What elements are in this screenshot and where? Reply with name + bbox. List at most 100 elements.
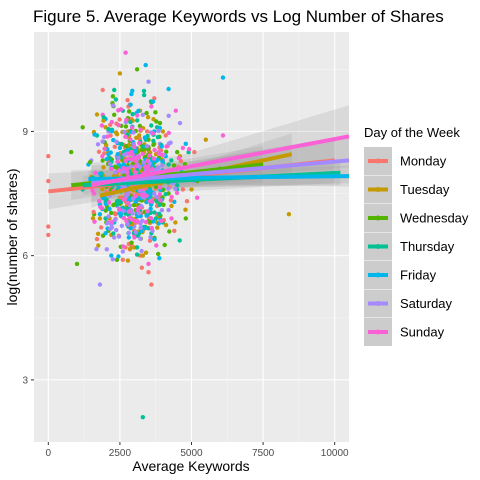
data-point [175, 149, 180, 155]
data-point [174, 190, 180, 196]
data-point [109, 166, 114, 171]
data-point [132, 144, 137, 150]
data-point [117, 117, 122, 122]
data-point [126, 151, 132, 156]
legend-key-point [375, 187, 381, 192]
data-point [139, 228, 144, 234]
data-point [121, 197, 126, 202]
data-point [112, 87, 117, 93]
data-point [128, 137, 133, 142]
data-point [163, 192, 168, 197]
data-point [177, 120, 183, 126]
legend-label: Saturday [400, 296, 453, 311]
data-point [126, 109, 132, 114]
data-point [111, 231, 116, 236]
data-point [116, 168, 122, 173]
data-point [113, 217, 118, 222]
data-point [183, 216, 188, 221]
data-point [147, 188, 152, 193]
data-point [126, 235, 131, 240]
data-point [138, 225, 143, 230]
data-point [87, 160, 93, 165]
data-point [119, 141, 124, 147]
data-point [155, 225, 160, 230]
data-point [171, 163, 177, 168]
data-point [145, 115, 151, 120]
data-point [135, 118, 140, 123]
data-point [189, 187, 194, 192]
data-point [124, 117, 129, 123]
data-point [94, 246, 99, 252]
data-point [141, 160, 146, 165]
data-point [114, 139, 119, 144]
data-point [123, 134, 128, 139]
data-point [128, 164, 133, 169]
data-point [116, 234, 122, 239]
data-point [114, 257, 120, 262]
data-point [113, 170, 118, 175]
data-point [112, 235, 117, 240]
data-point [160, 159, 165, 164]
data-point [156, 251, 161, 257]
data-point [140, 415, 145, 420]
data-point [166, 113, 171, 119]
data-point [173, 108, 178, 113]
data-point [135, 207, 140, 213]
data-point [150, 219, 156, 224]
data-point [124, 218, 129, 224]
data-point [166, 86, 171, 92]
data-point [129, 91, 134, 97]
data-point [131, 130, 136, 135]
data-point [173, 186, 178, 191]
data-point [149, 282, 154, 287]
data-point [117, 71, 123, 76]
data-point [175, 183, 180, 188]
data-point [149, 123, 154, 128]
legend-item: Wednesday [364, 204, 469, 232]
data-point [93, 170, 98, 176]
data-point [152, 96, 157, 101]
data-point [119, 223, 125, 228]
data-point [144, 213, 149, 218]
data-point [144, 158, 150, 163]
data-point [125, 170, 130, 175]
data-point [203, 137, 208, 142]
data-point [220, 75, 226, 80]
data-point [99, 123, 105, 128]
legend-label: Sunday [400, 325, 445, 340]
data-point [97, 282, 103, 287]
data-point [180, 187, 186, 192]
data-point [125, 258, 131, 263]
legend-label: Tuesday [400, 182, 450, 197]
data-point [123, 124, 129, 129]
data-point [125, 200, 131, 206]
data-point [180, 145, 186, 151]
data-point [91, 209, 96, 215]
data-point [129, 157, 135, 162]
data-point [166, 186, 171, 191]
data-point [46, 154, 51, 159]
data-point [99, 225, 104, 230]
legend-label: Monday [400, 154, 447, 169]
data-point [168, 198, 174, 203]
legend-label: Thursday [400, 239, 455, 254]
data-point [164, 144, 169, 149]
data-point [166, 162, 171, 167]
data-point [154, 243, 159, 248]
x-tick-label: 2500 [109, 448, 132, 459]
data-point [140, 218, 145, 223]
data-point [112, 112, 117, 118]
data-point [127, 215, 133, 220]
data-point [195, 195, 200, 200]
data-point [109, 225, 115, 230]
data-point [96, 243, 101, 248]
x-tick-label: 10000 [321, 448, 349, 459]
data-point [98, 171, 103, 176]
data-point [183, 141, 188, 146]
data-point [169, 194, 174, 200]
data-point [90, 216, 96, 221]
data-point [74, 261, 80, 267]
data-point [137, 164, 143, 170]
data-point [146, 226, 151, 231]
